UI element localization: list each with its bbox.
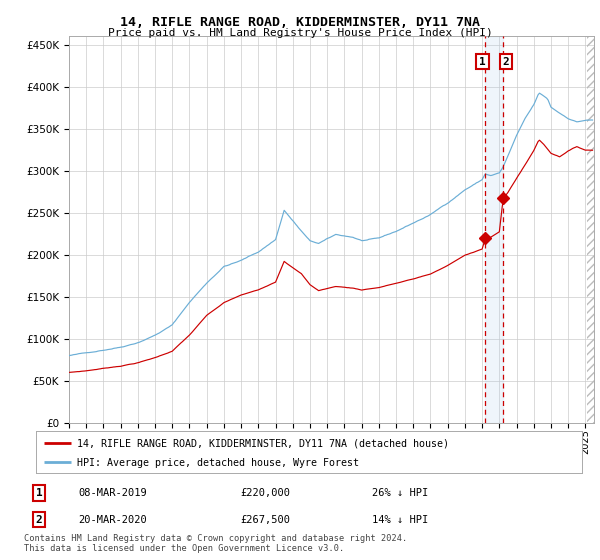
Text: 14% ↓ HPI: 14% ↓ HPI	[372, 515, 428, 525]
Text: 08-MAR-2019: 08-MAR-2019	[78, 488, 147, 498]
Text: 1: 1	[479, 57, 486, 67]
Text: £220,000: £220,000	[240, 488, 290, 498]
Text: HPI: Average price, detached house, Wyre Forest: HPI: Average price, detached house, Wyre…	[77, 458, 359, 468]
Text: 14, RIFLE RANGE ROAD, KIDDERMINSTER, DY11 7NA: 14, RIFLE RANGE ROAD, KIDDERMINSTER, DY1…	[120, 16, 480, 29]
Text: 2: 2	[502, 57, 509, 67]
Text: 2: 2	[35, 515, 43, 525]
Text: £267,500: £267,500	[240, 515, 290, 525]
Text: 20-MAR-2020: 20-MAR-2020	[78, 515, 147, 525]
Bar	[485, 36, 503, 423]
Text: 26% ↓ HPI: 26% ↓ HPI	[372, 488, 428, 498]
Text: Price paid vs. HM Land Registry's House Price Index (HPI): Price paid vs. HM Land Registry's House …	[107, 28, 493, 38]
Text: Contains HM Land Registry data © Crown copyright and database right 2024.
This d: Contains HM Land Registry data © Crown c…	[24, 534, 407, 553]
Text: 1: 1	[35, 488, 43, 498]
Text: 14, RIFLE RANGE ROAD, KIDDERMINSTER, DY11 7NA (detached house): 14, RIFLE RANGE ROAD, KIDDERMINSTER, DY1…	[77, 439, 449, 449]
